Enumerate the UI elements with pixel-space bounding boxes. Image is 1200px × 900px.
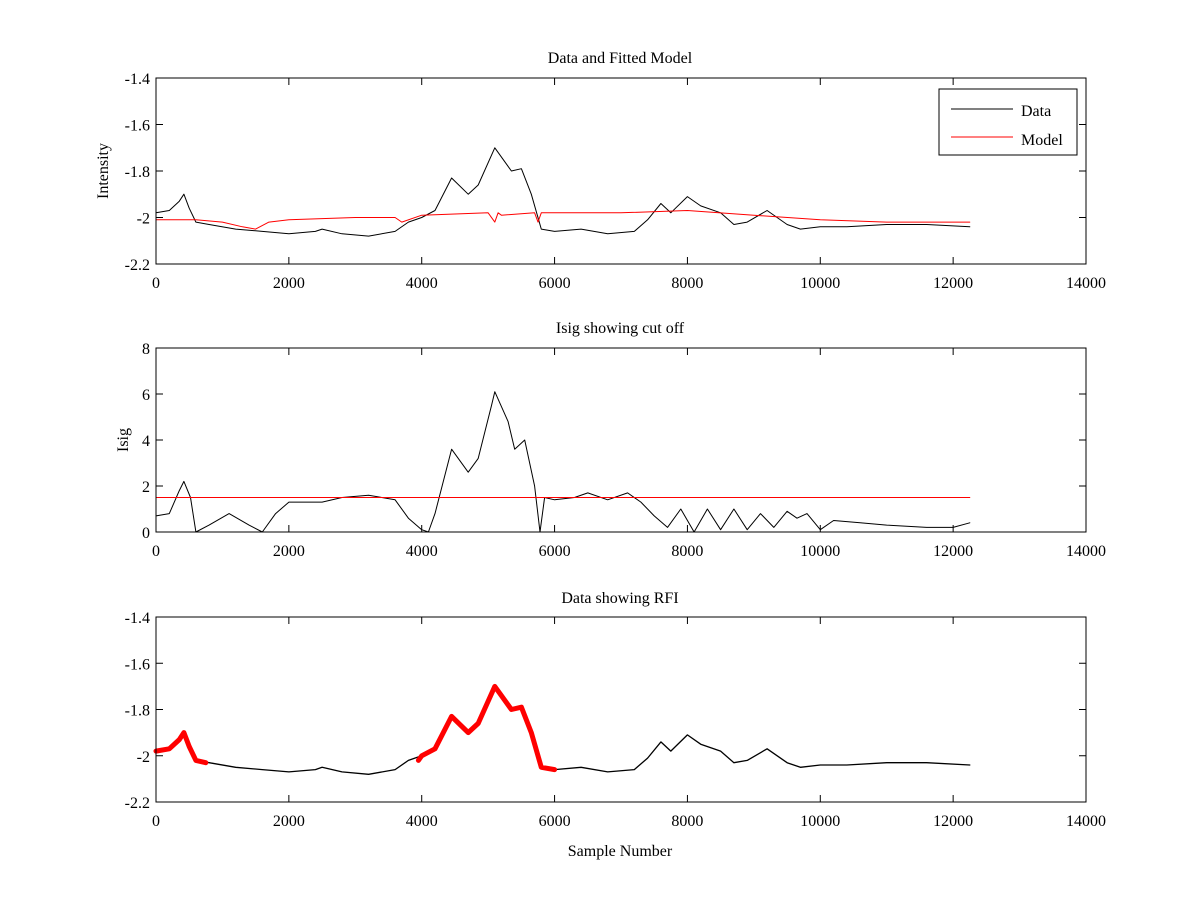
- x-tick-label: 2000: [273, 543, 305, 560]
- x-tick-label: 6000: [539, 813, 571, 830]
- y-axis-label: Intensity: [95, 143, 112, 199]
- axis-ticks: 0 2000 4000 6000 8000 10000 12000 14000 -2.2 -2 -1…: [125, 71, 1106, 292]
- model-series-line: [155, 210, 971, 230]
- x-tick-label: 8000: [671, 813, 703, 830]
- y-tick-label: 6: [142, 387, 150, 404]
- y-tick-label: -1.8: [125, 164, 150, 181]
- axis-ticks: 0 2000 4000 6000 8000 10000 12000 14000 0 2 4 6 8: [142, 341, 1106, 560]
- plot-lines: [155, 147, 971, 237]
- y-tick-label: 8: [142, 341, 150, 358]
- y-tick-label: -1.8: [125, 703, 150, 720]
- x-tick-label: 4000: [406, 813, 438, 830]
- x-tick-label: 10000: [800, 275, 840, 292]
- chart-title: Data showing RFI: [561, 590, 678, 607]
- x-tick-label: 4000: [406, 543, 438, 560]
- rfi-segment-line: [415, 683, 558, 773]
- x-tick-label: 2000: [273, 275, 305, 292]
- legend-data-label: Data: [1021, 103, 1051, 120]
- axis-ticks: 0 2000 4000 6000 8000 10000 12000 14000 -2.2 -2 -1…: [125, 610, 1106, 830]
- plot-lines: [153, 683, 971, 775]
- data-and-fitted-model-chart: Data and Fitted Model Intensity 0 2000 400…: [95, 50, 1106, 292]
- y-tick-label: -2: [137, 211, 150, 228]
- x-tick-label: 4000: [406, 275, 438, 292]
- data-showing-rfi-chart: Data showing RFI Sample Number 0 2000 4000…: [125, 590, 1106, 860]
- plot-lines: [155, 391, 971, 533]
- y-tick-label: -2.2: [125, 257, 150, 274]
- x-tick-label: 0: [152, 813, 160, 830]
- y-tick-label: -1.6: [125, 118, 150, 135]
- legend-box: [938, 88, 1078, 156]
- data-series-line: [155, 147, 971, 237]
- x-tick-label: 12000: [933, 275, 973, 292]
- plot-frame: [155, 77, 1087, 265]
- y-tick-label: -1.4: [125, 71, 150, 88]
- x-tick-label: 14000: [1066, 813, 1106, 830]
- legend-model-label: Model: [1021, 132, 1063, 149]
- x-tick-label: 10000: [800, 543, 840, 560]
- x-tick-label: 6000: [539, 275, 571, 292]
- y-tick-label: -2.2: [125, 795, 150, 812]
- y-tick-label: -1.4: [125, 610, 150, 627]
- legend: Data Model: [938, 88, 1078, 156]
- chart-title: Isig showing cut off: [556, 320, 685, 337]
- plot-frame: [155, 616, 1087, 803]
- chart-title: Data and Fitted Model: [548, 50, 693, 67]
- x-tick-label: 6000: [539, 543, 571, 560]
- x-tick-label: 14000: [1066, 543, 1106, 560]
- x-tick-label: 10000: [800, 813, 840, 830]
- x-tick-label: 0: [152, 543, 160, 560]
- plot-frame: [155, 347, 1087, 533]
- x-tick-label: 12000: [933, 543, 973, 560]
- y-axis-label: Isig: [115, 428, 132, 452]
- y-tick-label: -2: [137, 749, 150, 766]
- y-tick-label: 2: [142, 479, 150, 496]
- isig-cutoff-chart: Isig showing cut off Isig 0 2000 4000 6000 8…: [115, 320, 1106, 560]
- x-axis-label: Sample Number: [568, 843, 673, 860]
- x-tick-label: 14000: [1066, 275, 1106, 292]
- x-tick-label: 8000: [671, 543, 703, 560]
- rfi-segment-line: [153, 730, 209, 766]
- x-tick-label: 0: [152, 275, 160, 292]
- y-tick-label: -1.6: [125, 656, 150, 673]
- y-tick-label: 4: [142, 433, 150, 450]
- x-tick-label: 12000: [933, 813, 973, 830]
- x-tick-label: 8000: [671, 275, 703, 292]
- isig-series-line: [155, 391, 971, 533]
- y-tick-label: 0: [142, 525, 150, 542]
- x-tick-label: 2000: [273, 813, 305, 830]
